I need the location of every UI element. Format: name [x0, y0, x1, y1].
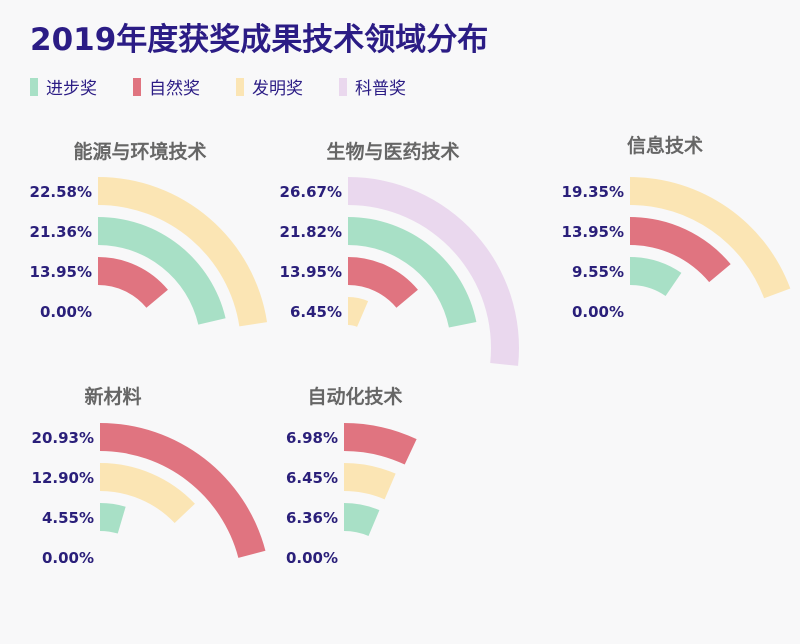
- subchart-title: 能源与环境技术: [73, 140, 206, 163]
- legend-swatch-invention: [236, 77, 244, 96]
- legend: 进步奖 自然奖 发明奖 科普奖: [30, 74, 442, 99]
- ring-value-label: 0.00%: [572, 303, 624, 321]
- ring-value-label: 9.55%: [572, 263, 624, 281]
- legend-item-popsci: 科普奖: [339, 74, 442, 99]
- ring-value-label: 22.58%: [30, 183, 92, 201]
- ring-value-label: 0.00%: [40, 303, 92, 321]
- legend-item-progress: 进步奖: [30, 74, 133, 99]
- legend-item-natural: 自然奖: [133, 74, 236, 99]
- ring-value-label: 20.93%: [32, 429, 94, 447]
- ring-value-label: 6.36%: [286, 509, 338, 527]
- radial-chart: 新材料 20.93% 12.90% 4.55% 0.00%: [32, 385, 266, 567]
- ring-bar-natural: [344, 423, 417, 465]
- ring-value-label: 4.55%: [42, 509, 94, 527]
- ring-bar-natural: [100, 423, 266, 558]
- legend-label: 发明奖: [252, 79, 303, 99]
- legend-swatch-popsci: [339, 77, 347, 96]
- ring-value-label: 12.90%: [32, 469, 94, 487]
- ring-bar-invention: [100, 463, 195, 524]
- legend-item-invention: 发明奖: [236, 74, 339, 99]
- legend-swatch-progress: [30, 77, 38, 96]
- ring-value-label: 6.45%: [286, 469, 338, 487]
- ring-bar-popsci: [348, 177, 519, 366]
- ring-value-label: 21.82%: [280, 223, 342, 241]
- ring-value-label: 21.36%: [30, 223, 92, 241]
- chart-title: 2019年度获奖成果技术领域分布: [30, 22, 489, 58]
- ring-bar-natural: [630, 217, 731, 283]
- ring-value-label: 13.95%: [30, 263, 92, 281]
- subchart-title: 信息技术: [627, 134, 703, 157]
- ring-value-label: 19.35%: [562, 183, 624, 201]
- ring-bar-progress: [98, 217, 226, 325]
- ring-value-label: 0.00%: [42, 549, 94, 567]
- radial-chart: 能源与环境技术 22.58% 21.36% 13.95% 0.00%: [30, 140, 268, 327]
- ring-value-label: 6.98%: [286, 429, 338, 447]
- ring-bar-invention: [98, 177, 268, 327]
- radial-chart: 自动化技术 6.98% 6.45% 6.36% 0.00%: [286, 385, 417, 567]
- ring-bar-invention: [344, 463, 396, 500]
- ring-value-label: 26.67%: [280, 183, 342, 201]
- subchart-title: 生物与医药技术: [326, 140, 459, 163]
- ring-bar-progress: [348, 217, 477, 328]
- ring-value-label: 13.95%: [280, 263, 342, 281]
- ring-bar-progress: [100, 503, 126, 534]
- radial-chart: 信息技术 19.35% 13.95% 9.55% 0.00%: [562, 134, 791, 321]
- ring-bar-invention: [348, 297, 369, 327]
- ring-bar-progress: [344, 503, 380, 536]
- ring-bar-natural: [348, 257, 418, 308]
- ring-bar-natural: [98, 257, 168, 308]
- ring-value-label: 0.00%: [286, 549, 338, 567]
- ring-bar-progress: [630, 257, 682, 297]
- subchart-title: 新材料: [84, 385, 141, 408]
- ring-value-label: 6.45%: [290, 303, 342, 321]
- legend-swatch-natural: [133, 77, 141, 96]
- ring-value-label: 13.95%: [562, 223, 624, 241]
- ring-bar-invention: [630, 177, 791, 299]
- legend-label: 自然奖: [149, 79, 200, 99]
- legend-label: 进步奖: [46, 79, 97, 99]
- radial-chart: 生物与医药技术 26.67% 21.82% 13.95% 6.45%: [280, 140, 519, 366]
- subchart-title: 自动化技术: [307, 385, 402, 408]
- legend-label: 科普奖: [355, 79, 406, 99]
